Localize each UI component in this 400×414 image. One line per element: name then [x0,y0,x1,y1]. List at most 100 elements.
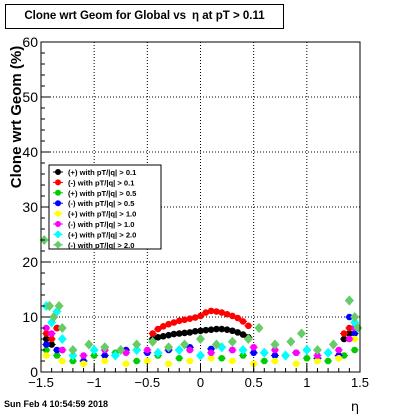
legend-marker [55,169,61,175]
data-point [90,352,98,359]
data-point [335,346,343,354]
chart-title-box: Clone wrt Geom for Global vs η at pT > 0.… [5,4,284,29]
data-point [174,345,184,355]
data-point [271,357,279,365]
data-point [116,345,126,355]
data-point [229,346,236,354]
legend-label: (-) with pT/|q| > 2.0 [68,241,134,250]
y-tick-label: 30 [22,199,38,215]
data-point [202,326,210,334]
data-point [213,308,220,315]
data-point [196,334,205,344]
y-tick-label: 50 [22,89,38,105]
data-point [101,352,109,359]
data-point [259,347,269,358]
data-point [324,357,332,365]
axis-ticks [40,41,361,373]
data-point [69,357,77,365]
data-point [191,328,199,335]
data-point [270,339,280,350]
data-point [213,325,220,333]
data-point [207,326,215,333]
data-point [186,329,194,336]
data-point [292,349,300,357]
data-point [207,354,215,362]
data-point [234,314,242,322]
legend-marker [54,240,62,249]
legend-label: (+) with pT/|q| > 0.5 [68,189,137,198]
data-point [133,357,140,365]
data-point [271,346,279,354]
data-point [181,329,188,337]
series-5 [42,335,359,368]
series-layer [39,235,363,368]
data-point [218,325,226,333]
legend-label: (-) with pT/|q| > 0.1 [68,178,135,187]
data-point [154,325,162,333]
data-point [68,345,78,355]
data-point [197,312,204,320]
data-point [53,324,61,332]
chart-title-suffix: at pT > 0.11 [202,10,265,22]
data-point [154,334,162,341]
legend-label: (-) with pT/|q| > 0.5 [68,199,135,208]
y-tick-label: 40 [22,144,38,160]
legend-label: (+) with pT/|q| > 2.0 [68,230,136,239]
data-point [314,357,321,365]
data-point [292,360,300,368]
data-point [144,346,151,354]
data-point [45,301,55,311]
data-point [314,352,321,359]
data-point [89,345,99,355]
data-point [186,346,194,354]
x-tick-label: −0.5 [134,375,160,390]
data-point [57,323,67,333]
data-point [281,350,291,361]
data-point [211,339,221,350]
series-8 [39,235,363,355]
data-point [351,335,358,343]
data-point [48,330,55,337]
data-point [239,352,247,359]
y-tick-label: 60 [22,34,38,50]
y-tick-label: 20 [22,254,38,270]
legend-label: (+) with pT/|q| > 0.1 [68,168,137,177]
data-point [207,307,215,315]
data-point [351,346,358,354]
data-point [57,334,67,344]
footer-timestamp: Sun Feb 4 10:54:59 2018 [4,399,109,409]
data-point [175,330,183,337]
legend-marker [55,200,61,207]
y-axis-label: Clone wrt Geom (%) [8,46,25,189]
data-point [250,349,257,357]
data-point [175,354,183,362]
data-point [181,316,188,324]
data-point [335,354,343,362]
legend-marker [55,210,61,217]
data-point [180,339,190,350]
data-point [234,329,242,336]
x-tick-label: −1.5 [28,375,54,390]
legend-marker [54,230,62,239]
data-point [165,360,172,368]
legend-marker [55,179,61,186]
data-point [238,345,248,355]
data-point [43,330,50,337]
data-point [328,339,338,350]
data-point [122,360,130,368]
y-tick-label: 10 [22,309,38,325]
legend: (+) with pT/|q| > 0.1(-) with pT/|q| > 0… [48,164,162,250]
data-point [58,346,66,354]
data-point [80,360,87,368]
data-point [351,330,358,337]
y-tick-label: 0 [30,364,38,380]
data-point [49,312,59,322]
legend-label: (-) with pT/|q| > 1.0 [68,220,134,229]
data-point [53,352,61,359]
data-point [346,335,353,343]
data-point [149,330,156,337]
x-tick-label: 1.5 [351,375,369,390]
data-point [340,335,348,343]
data-point [48,335,55,343]
data-point [84,339,94,350]
